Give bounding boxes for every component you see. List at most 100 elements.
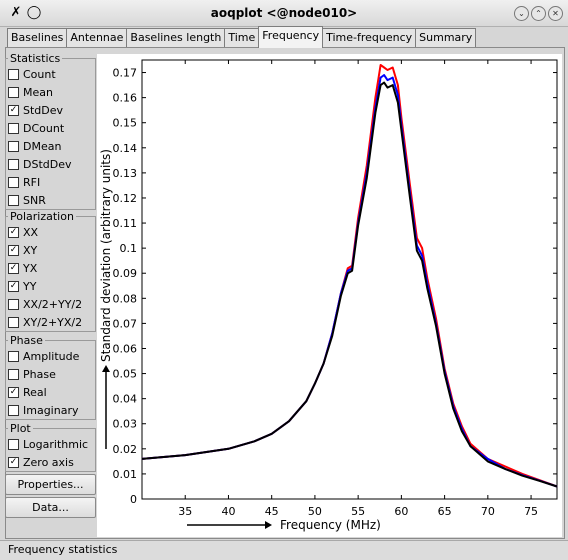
phase-amplitude[interactable]: Amplitude bbox=[8, 347, 79, 365]
checkbox[interactable] bbox=[8, 176, 19, 188]
plot-logarithmic[interactable]: Logarithmic bbox=[8, 435, 88, 453]
statistics-dmean[interactable]: DMean bbox=[8, 137, 61, 155]
checkbox-label: XX/2+YY/2 bbox=[23, 297, 83, 311]
polarization-group: Polarization ✓ XX ✓ XY ✓ YX ✓ YY XX/2+YY/2 XY/2+Y… bbox=[5, 210, 96, 332]
minimize-button[interactable]: ⌄ bbox=[514, 6, 529, 21]
polarization-xx-2-yy-2[interactable]: XX/2+YY/2 bbox=[8, 295, 82, 313]
plot-area: 0 0.01 0.02 0.03 0.04 0.05 0.06 0.07 0.08 0.09 0.1… bbox=[97, 54, 562, 537]
checkbox[interactable] bbox=[8, 158, 19, 170]
y-axis-arrow-head bbox=[102, 365, 110, 372]
statistics-stddev[interactable]: ✓ StdDev bbox=[8, 101, 63, 119]
checkbox-label: YY bbox=[23, 279, 37, 293]
checkbox-label: XY/2+YX/2 bbox=[23, 315, 83, 329]
y-tick-label: 0.15 bbox=[113, 117, 138, 130]
checkbox[interactable] bbox=[8, 140, 19, 152]
statistics-mean[interactable]: Mean bbox=[8, 83, 53, 101]
x-axis-arrow-head bbox=[265, 521, 272, 529]
close-button[interactable]: ✕ bbox=[548, 6, 563, 21]
y-axis-label: Standard deviation (arbitrary units) bbox=[99, 149, 113, 362]
checkbox[interactable] bbox=[8, 86, 19, 98]
y-tick-label: 0.02 bbox=[113, 443, 138, 456]
checkbox-label: DStdDev bbox=[23, 157, 72, 171]
checkbox-label: Count bbox=[23, 67, 56, 81]
x-tick-label: 75 bbox=[524, 505, 538, 518]
checkbox[interactable]: ✓ bbox=[8, 244, 19, 256]
y-tick-label: 0.11 bbox=[113, 217, 138, 230]
checkbox[interactable]: ✓ bbox=[8, 456, 19, 468]
title-bar: ✗ ◯ aoqplot <@node010> ⌄ ⌃ ✕ bbox=[0, 0, 568, 27]
y-tick-label: 0.17 bbox=[113, 67, 138, 80]
plot-group: Plot Logarithmic ✓ Zero axis bbox=[5, 422, 96, 472]
tab-antennae[interactable]: Antennae bbox=[66, 28, 128, 48]
x-tick-label: 50 bbox=[308, 505, 322, 518]
y-tick-label: 0.04 bbox=[113, 393, 138, 406]
statistics-dstddev[interactable]: DStdDev bbox=[8, 155, 72, 173]
tab-frequency[interactable]: Frequency bbox=[258, 26, 324, 48]
statistics-group-title: Statistics bbox=[8, 52, 63, 65]
checkbox[interactable] bbox=[8, 122, 19, 134]
tab-bar: Baselines Antennae Baselines length Time… bbox=[7, 26, 477, 48]
plot-zero-axis[interactable]: ✓ Zero axis bbox=[8, 453, 74, 471]
window-title: aoqplot <@node010> bbox=[210, 6, 358, 20]
statistics-dcount[interactable]: DCount bbox=[8, 119, 64, 137]
y-tick-label: 0.1 bbox=[120, 242, 138, 255]
checkbox[interactable] bbox=[8, 350, 19, 362]
polarization-xy[interactable]: ✓ XY bbox=[8, 241, 37, 259]
checkbox-label: DCount bbox=[23, 121, 65, 135]
statistics-count[interactable]: Count bbox=[8, 65, 56, 83]
x-axis-label: Frequency (MHz) bbox=[280, 518, 381, 532]
checkbox-label: Zero axis bbox=[23, 455, 74, 469]
series-line-2 bbox=[141, 81, 558, 488]
x-tick-label: 65 bbox=[438, 505, 452, 518]
checkbox-label: Real bbox=[23, 385, 47, 399]
maximize-button[interactable]: ⌃ bbox=[531, 6, 546, 21]
y-tick-label: 0.16 bbox=[113, 92, 138, 105]
x-tick-label: 45 bbox=[265, 505, 279, 518]
statistics-rfi[interactable]: RFI bbox=[8, 173, 40, 191]
y-tick-label: 0.09 bbox=[113, 267, 138, 280]
checkbox[interactable]: ✓ bbox=[8, 280, 19, 292]
y-tick-label: 0.05 bbox=[113, 368, 138, 381]
tab-summary[interactable]: Summary bbox=[415, 28, 477, 48]
tab-time[interactable]: Time bbox=[224, 28, 260, 48]
checkbox[interactable] bbox=[8, 404, 19, 416]
checkbox[interactable]: ✓ bbox=[8, 386, 19, 398]
checkbox[interactable]: ✓ bbox=[8, 262, 19, 274]
polarization-yx[interactable]: ✓ YX bbox=[8, 259, 37, 277]
tab-baselines[interactable]: Baselines bbox=[7, 28, 68, 48]
checkbox[interactable] bbox=[8, 68, 19, 80]
plot-group-title: Plot bbox=[8, 422, 33, 435]
checkbox[interactable] bbox=[8, 316, 19, 328]
checkbox-label: Logarithmic bbox=[23, 437, 89, 451]
tab-baselines-length[interactable]: Baselines length bbox=[126, 28, 226, 48]
polarization-xy-2-yx-2[interactable]: XY/2+YX/2 bbox=[8, 313, 82, 331]
phase-real[interactable]: ✓ Real bbox=[8, 383, 47, 401]
statistics-snr[interactable]: SNR bbox=[8, 191, 46, 209]
x-tick-label: 40 bbox=[221, 505, 235, 518]
frequency-chart: 0 0.01 0.02 0.03 0.04 0.05 0.06 0.07 0.08 0.09 0.1… bbox=[99, 59, 558, 532]
y-tick-label: 0.01 bbox=[113, 468, 138, 481]
checkbox-label: SNR bbox=[23, 193, 46, 207]
window-menu-icon[interactable]: ◯ bbox=[26, 5, 42, 20]
polarization-xx[interactable]: ✓ XX bbox=[8, 223, 38, 241]
data-button[interactable]: Data... bbox=[5, 497, 96, 518]
phase-imaginary[interactable]: Imaginary bbox=[8, 401, 78, 419]
y-tick-label: 0.13 bbox=[113, 167, 138, 180]
polarization-yy[interactable]: ✓ YY bbox=[8, 277, 36, 295]
checkbox[interactable] bbox=[8, 368, 19, 380]
checkbox[interactable]: ✓ bbox=[8, 104, 19, 116]
checkbox[interactable] bbox=[8, 298, 19, 310]
properties-button[interactable]: Properties... bbox=[5, 474, 96, 495]
y-tick-label: 0.07 bbox=[113, 317, 138, 330]
checkbox[interactable]: ✓ bbox=[8, 226, 19, 238]
y-tick-label: 0.03 bbox=[113, 418, 138, 431]
checkbox[interactable] bbox=[8, 438, 19, 450]
checkbox-label: Imaginary bbox=[23, 403, 79, 417]
checkbox[interactable] bbox=[8, 194, 19, 206]
checkbox-label: Phase bbox=[23, 367, 56, 381]
tab-time-frequency[interactable]: Time-frequency bbox=[322, 28, 417, 48]
phase-phase[interactable]: Phase bbox=[8, 365, 56, 383]
y-tick-label: 0.14 bbox=[113, 142, 138, 155]
checkbox-label: RFI bbox=[23, 175, 41, 189]
y-tick-label: 0.08 bbox=[113, 292, 138, 305]
